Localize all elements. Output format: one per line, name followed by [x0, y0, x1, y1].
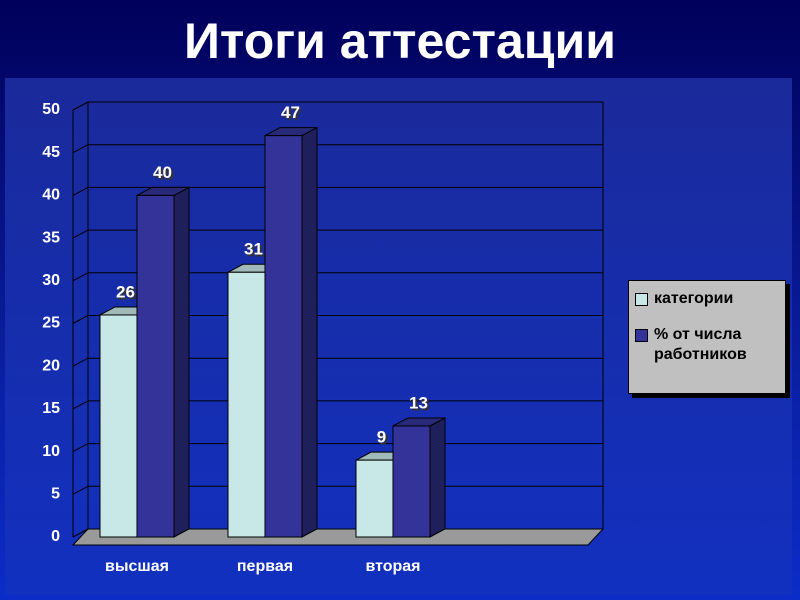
- y-tick-label: 5: [51, 486, 60, 503]
- y-tick-label: 20: [42, 357, 60, 374]
- y-tick-label: 45: [42, 144, 60, 161]
- grid-line: [72, 186, 89, 196]
- grid-line: [72, 400, 89, 410]
- legend-entry: категории: [635, 289, 779, 309]
- x-tick-label: первая: [237, 558, 293, 575]
- grid-line: [72, 315, 89, 324]
- grid-line: [72, 528, 89, 538]
- grid-line: [72, 229, 89, 239]
- bar-side: [429, 417, 446, 538]
- bar: [392, 425, 431, 538]
- data-label-shadow: 13: [411, 395, 430, 414]
- bar-side: [173, 186, 190, 538]
- bar: [355, 459, 394, 538]
- data-label: 40: [153, 163, 172, 182]
- legend-key: [635, 329, 648, 342]
- y-tick-label: 15: [42, 400, 60, 417]
- x-tick-label: вторая: [365, 558, 420, 575]
- data-label: 26: [116, 282, 135, 301]
- data-label-shadow: 26: [118, 284, 137, 303]
- data-label: 47: [281, 103, 300, 122]
- y-tick-label: 30: [42, 272, 60, 289]
- y-tick-label: 50: [42, 101, 60, 118]
- bar: [227, 271, 266, 538]
- data-label: 13: [409, 393, 428, 412]
- legend-label: % от числа работников: [654, 326, 747, 363]
- legend-label: категории: [654, 290, 734, 307]
- grid-line: [72, 443, 89, 453]
- legend-key: [635, 293, 648, 306]
- data-label-shadow: 9: [379, 430, 388, 449]
- y-tick-label: 40: [42, 187, 60, 204]
- grid-line: [72, 357, 89, 367]
- legend-entry: % от числа работников: [635, 325, 779, 365]
- bar-side: [301, 126, 318, 538]
- y-tick-label: 10: [42, 443, 60, 460]
- y-tick-label: 35: [42, 229, 60, 246]
- x-tick-label: высшая: [105, 558, 169, 575]
- grid-line: [72, 272, 89, 282]
- data-label: 31: [244, 240, 263, 259]
- data-label-shadow: 31: [246, 242, 265, 261]
- data-label-shadow: 40: [155, 165, 174, 184]
- grid-line: [72, 144, 89, 154]
- grid-line: [72, 101, 89, 111]
- bar: [264, 135, 303, 538]
- bar: [136, 194, 175, 538]
- y-tick-label: 0: [51, 528, 60, 545]
- data-label-shadow: 47: [283, 105, 302, 124]
- y-tick-label: 25: [42, 315, 60, 332]
- grid-line: [72, 485, 89, 495]
- legend: категории % от числа работников: [628, 280, 786, 394]
- data-label: 9: [377, 428, 386, 447]
- chart-title: Итоги аттестации: [184, 13, 616, 69]
- bar: [99, 314, 138, 538]
